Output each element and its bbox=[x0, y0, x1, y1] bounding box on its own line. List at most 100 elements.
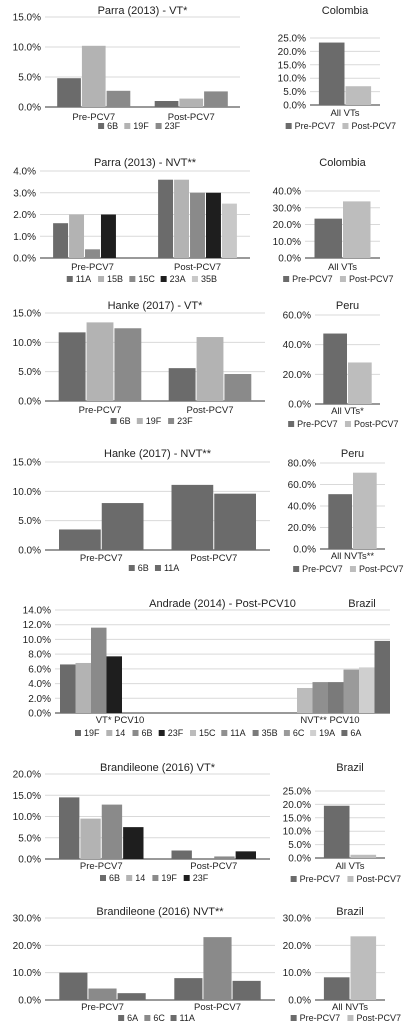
y-tick-label: 10.0% bbox=[273, 237, 301, 248]
legend-swatch bbox=[344, 421, 351, 427]
bar-11A-Post-PCV7 bbox=[158, 179, 174, 258]
legend-label: 23F bbox=[165, 121, 181, 131]
y-tick-label: 8.0% bbox=[28, 650, 51, 661]
legend-label: 19F bbox=[146, 416, 162, 426]
bar-23A-Post-PCV7 bbox=[205, 192, 221, 258]
y-tick-label: 0.0% bbox=[283, 101, 306, 112]
bar-14-VT bbox=[75, 662, 91, 713]
y-tick-label: 15.0% bbox=[13, 13, 41, 24]
legend-label: 19F bbox=[133, 121, 149, 131]
category-label: All VTs bbox=[335, 861, 364, 872]
legend-label: 6B bbox=[109, 873, 120, 883]
y-tick-label: 20.0% bbox=[278, 47, 306, 58]
bar-6C-Pre-PCV7 bbox=[88, 988, 117, 1000]
legend-swatch bbox=[118, 1015, 125, 1021]
legend-swatch bbox=[310, 730, 317, 736]
legend-swatch bbox=[132, 730, 139, 736]
category-label: Pre-PCV7 bbox=[81, 1002, 124, 1013]
legend-swatch bbox=[144, 1015, 151, 1021]
y-tick-label: 10.0% bbox=[13, 487, 41, 498]
bar-6B-Pre-PCV7 bbox=[58, 332, 86, 401]
bar-Pre-PCV7-All NVTs** bbox=[328, 494, 352, 549]
legend-label: 23F bbox=[168, 728, 184, 738]
y-tick-label: 10.0% bbox=[283, 968, 311, 979]
legend-swatch bbox=[342, 123, 349, 129]
legend-swatch bbox=[293, 566, 300, 572]
bar-6B-Post-PCV7 bbox=[171, 850, 192, 859]
category-label: Post-PCV7 bbox=[194, 1002, 241, 1013]
y-tick-label: 5.0% bbox=[18, 367, 41, 378]
legend-swatch bbox=[75, 730, 81, 736]
legend-label: Post-PCV7 bbox=[359, 564, 404, 574]
y-tick-label: 5.0% bbox=[288, 840, 311, 851]
legend-label: 23F bbox=[193, 873, 209, 883]
legend-swatch bbox=[136, 418, 143, 424]
bar-11A-Pre-PCV7 bbox=[101, 503, 144, 550]
chart-panel-3: Colombia 0.0% 10.0% 20.0% 30.0% 40.0% All VTsP… bbox=[273, 157, 394, 284]
legend-swatch bbox=[110, 418, 117, 424]
y-tick-label: 10.0% bbox=[13, 338, 41, 349]
bar-Post-PCV7-All NVTs** bbox=[353, 472, 377, 549]
bar-15B-Pre-PCV7 bbox=[69, 214, 85, 258]
chart-panel-8: Andrade (2014) - Post-PCV10 0.0% 2.0% 4.0% 6… bbox=[23, 598, 390, 738]
bar-Pre-PCV7-All VTs bbox=[318, 42, 345, 105]
y-tick-label: 0.0% bbox=[18, 397, 41, 408]
y-tick-label: 5.0% bbox=[283, 87, 306, 98]
bar-15C-Pre-PCV7 bbox=[85, 249, 100, 258]
chart-title: Hanke (2017) - VT* bbox=[108, 300, 203, 312]
legend-label: 11A bbox=[230, 728, 245, 738]
bar-11A-Pre-PCV7 bbox=[53, 223, 69, 258]
legend-swatch bbox=[347, 1015, 354, 1021]
legend-label: Post-PCV7 bbox=[356, 874, 401, 884]
bar-Pre-PCV7-All VTs bbox=[314, 218, 342, 258]
y-tick-label: 1.0% bbox=[13, 232, 36, 243]
y-tick-label: 30.0% bbox=[283, 914, 311, 925]
legend-swatch bbox=[170, 1015, 177, 1021]
legend-label: 15C bbox=[138, 274, 155, 284]
category-label: VT* PCV10 bbox=[96, 715, 145, 726]
y-tick-label: 15.0% bbox=[13, 309, 41, 320]
legend-label: 6B bbox=[120, 416, 131, 426]
legend-swatch bbox=[283, 276, 290, 282]
legend-swatch bbox=[252, 730, 259, 736]
chart-title: Brazil bbox=[348, 598, 376, 610]
bar-Post-PCV7-All VTs bbox=[345, 86, 372, 105]
bar-6B-Pre-PCV7 bbox=[59, 797, 80, 859]
bar-19F-Pre-PCV7 bbox=[86, 322, 114, 401]
category-label: Pre-PCV7 bbox=[71, 262, 114, 273]
chart-panel-0: Parra (2013) - VT* 0.0% 5.0% 10.0% 15.0% Pre-… bbox=[13, 5, 240, 131]
y-tick-label: 10.0% bbox=[13, 968, 41, 979]
legend-label: Pre-PCV7 bbox=[300, 874, 341, 884]
bar-6C-Post-PCV7 bbox=[203, 937, 232, 1000]
chart-title: Peru bbox=[336, 300, 359, 312]
legend-label: Pre-PCV7 bbox=[300, 1013, 341, 1023]
bar-Pre-PCV7-All VTs bbox=[323, 805, 350, 858]
chart-title: Colombia bbox=[319, 157, 366, 169]
chart-panel-9: Brazil bbox=[348, 598, 376, 610]
legend-label: 6C bbox=[293, 728, 305, 738]
y-tick-label: 12.0% bbox=[23, 620, 51, 631]
chart-title: Andrade (2014) - Post-PCV10 bbox=[149, 598, 296, 610]
y-tick-label: 14.0% bbox=[23, 606, 51, 617]
legend-label: 15B bbox=[107, 274, 123, 284]
y-tick-label: 0.0% bbox=[293, 545, 316, 556]
legend-swatch bbox=[129, 276, 136, 282]
category-label: Post-PCV7 bbox=[190, 861, 237, 872]
chart-panel-1: Colombia 0.0% 5.0% 10.0% 15.0% 20.0% 25.0% All … bbox=[278, 5, 396, 131]
category-label: Pre-PCV7 bbox=[72, 112, 115, 123]
y-tick-label: 10.0% bbox=[283, 827, 311, 838]
legend-swatch bbox=[190, 730, 196, 736]
legend-label: 14 bbox=[115, 728, 125, 738]
bar-15C-NVT bbox=[297, 687, 313, 713]
legend-swatch bbox=[124, 123, 131, 129]
y-tick-label: 40.0% bbox=[283, 340, 311, 351]
legend-label: 15C bbox=[199, 728, 216, 738]
bar-11A-NVT bbox=[312, 682, 328, 713]
bar-6A-Post-PCV7 bbox=[174, 978, 203, 1000]
bar-6A-NVT bbox=[374, 640, 390, 713]
category-label: Pre-PCV7 bbox=[80, 553, 123, 564]
bar-Pre-PCV7-All NVTs bbox=[323, 977, 350, 1000]
y-tick-label: 3.0% bbox=[13, 188, 36, 199]
category-label: Post-PCV7 bbox=[168, 112, 215, 123]
